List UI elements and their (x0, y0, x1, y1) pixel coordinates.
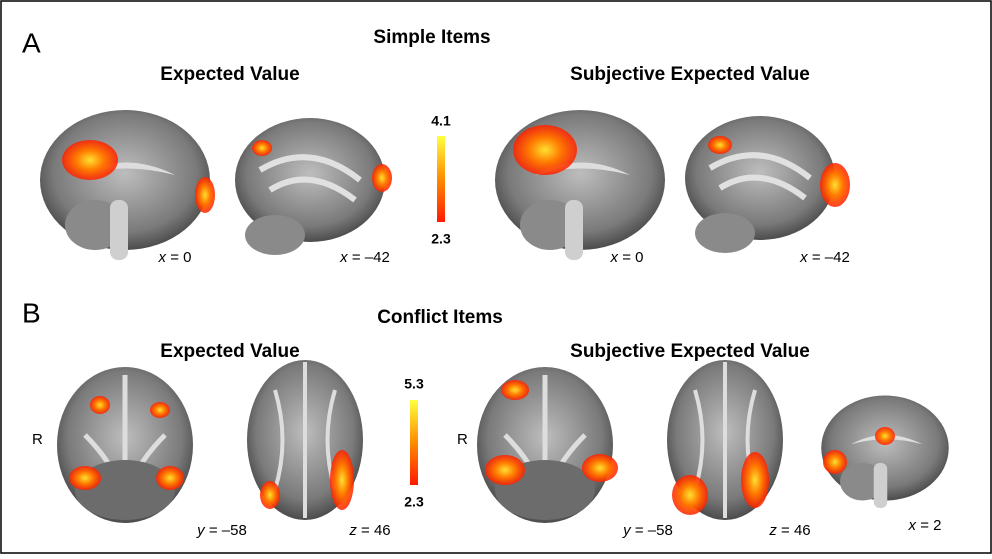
coordinate: x = –42 (339, 249, 390, 266)
coordinate: x = –42 (799, 249, 850, 266)
panel-title: Simple Items (373, 27, 490, 48)
panel-a: A Simple Items Expected Value Subjective… (22, 27, 850, 266)
coordinate: y = –58 (622, 522, 673, 539)
activation (252, 140, 272, 156)
panel-label: B (22, 297, 41, 328)
activation (372, 164, 392, 192)
activation (820, 163, 850, 207)
colorbar (437, 136, 445, 222)
brain-image (57, 367, 193, 523)
side-label: R (457, 431, 468, 448)
group-title: Subjective Expected Value (570, 64, 810, 85)
coordinate: x = 2 (908, 517, 942, 534)
group-title: Expected Value (160, 341, 299, 362)
group-title: Expected Value (160, 64, 299, 85)
colorbar-min: 2.3 (404, 494, 424, 510)
activation (69, 466, 101, 490)
activation (485, 455, 525, 485)
activation (195, 177, 215, 213)
figure: A Simple Items Expected Value Subjective… (0, 0, 992, 554)
colorbar-min: 2.3 (431, 231, 451, 247)
group-title: Subjective Expected Value (570, 341, 810, 362)
coordinate: z = 46 (348, 522, 390, 539)
activation (156, 466, 184, 490)
activation (90, 396, 110, 414)
panel-title: Conflict Items (377, 307, 503, 328)
brain-image (235, 118, 385, 255)
activation (330, 450, 354, 510)
brain-image (477, 367, 613, 523)
brain-image (685, 116, 835, 253)
coordinate: z = 46 (768, 522, 810, 539)
activation (708, 136, 732, 154)
activation (62, 140, 118, 180)
brain-image (40, 110, 210, 260)
panel-label: A (22, 27, 41, 58)
activation (823, 450, 847, 474)
activation (582, 454, 618, 482)
activation (260, 481, 280, 509)
colorbar-max: 4.1 (431, 113, 451, 129)
colorbar-max: 5.3 (404, 376, 424, 392)
coordinate: x = 0 (610, 249, 644, 266)
activation (741, 452, 769, 508)
activation (875, 427, 895, 445)
activation (513, 125, 577, 175)
brain-image (495, 110, 665, 260)
activation (672, 475, 708, 515)
activation (501, 380, 529, 400)
colorbar (410, 400, 418, 485)
coordinate: x = 0 (158, 249, 192, 266)
panel-b: B Conflict Items Expected Value Subjecti… (22, 297, 949, 539)
activation (150, 402, 170, 418)
side-label: R (32, 431, 43, 448)
coordinate: y = –58 (196, 522, 247, 539)
